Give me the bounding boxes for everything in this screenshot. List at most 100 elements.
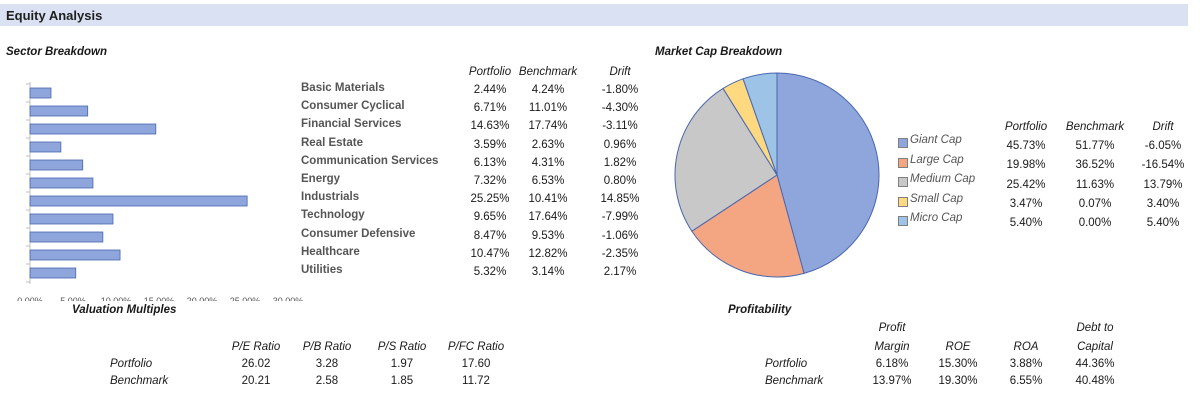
sector-row-label: Consumer Defensive	[301, 227, 416, 240]
market-cap-pie-chart	[674, 72, 880, 278]
market-cap-drift-value: -16.54%	[1141, 159, 1185, 172]
sector-row-label: Financial Services	[301, 118, 402, 131]
valuation-title: Valuation Multiples	[72, 304, 177, 316]
sector-portfolio-value: 25.25%	[470, 193, 510, 206]
sector-portfolio-value: 6.13%	[473, 156, 507, 169]
sector-portfolio-value: 10.47%	[470, 247, 510, 260]
x-tick-label: 15.00%	[144, 296, 175, 301]
profitability-value: 15.30%	[938, 358, 978, 370]
profitability-row-label: Benchmark	[765, 375, 824, 387]
valuation-col-header: P/FC Ratio	[447, 341, 505, 353]
sector-portfolio-value: 8.47%	[473, 229, 507, 242]
bar	[29, 213, 114, 225]
sector-drift-value: 1.82%	[603, 156, 637, 169]
profitability-col-header: Margin	[874, 341, 910, 353]
market-cap-drift-value: -6.05%	[1144, 140, 1182, 152]
market-cap-drift-value: 5.40%	[1146, 217, 1180, 230]
profitability-value: 6.55%	[1009, 375, 1043, 387]
bar	[29, 141, 62, 153]
pie-slice	[691, 174, 805, 278]
bar	[29, 177, 94, 189]
sector-col-header: Portfolio	[468, 66, 512, 78]
valuation-col-header: P/S Ratio	[377, 341, 427, 353]
profitability-col-header: Debt to	[1076, 322, 1114, 334]
sector-drift-value: 0.96%	[603, 138, 637, 151]
valuation-row-label: Portfolio	[110, 358, 153, 370]
sector-row-label: Consumer Cyclical	[301, 100, 405, 113]
market-cap-portfolio-value: 25.42%	[1006, 178, 1046, 191]
valuation-value: 1.85	[390, 375, 414, 387]
x-tick-label: 30.00%	[273, 296, 304, 301]
sector-drift-value: 0.80%	[603, 175, 637, 187]
profitability-value: 44.36%	[1075, 358, 1115, 370]
sector-row-label: Healthcare	[301, 245, 360, 258]
valuation-value: 17.60	[461, 358, 491, 370]
legend-swatch	[898, 216, 908, 226]
profitability-col-header: Profit	[878, 322, 906, 334]
sector-benchmark-value: 4.31%	[531, 156, 565, 169]
bar	[29, 267, 77, 279]
sector-title: Sector Breakdown	[6, 46, 107, 58]
x-tick-label: 10.00%	[101, 296, 132, 301]
sector-portfolio-value: 3.59%	[473, 138, 507, 151]
sector-drift-value: -1.80%	[601, 84, 639, 96]
sector-benchmark-value: 4.24%	[531, 84, 565, 96]
legend-label: Large Cap	[910, 153, 964, 166]
sector-benchmark-value: 2.63%	[531, 138, 565, 151]
sector-portfolio-value: 2.44%	[473, 84, 507, 96]
sector-benchmark-value: 10.41%	[528, 193, 568, 206]
market-cap-portfolio-value: 3.47%	[1009, 197, 1043, 210]
sector-benchmark-value: 3.14%	[531, 266, 565, 278]
bar	[29, 87, 52, 99]
bar	[29, 195, 248, 207]
page-title: Equity Analysis	[6, 8, 103, 23]
market-cap-benchmark-value: 0.07%	[1078, 197, 1112, 210]
market-cap-title: Market Cap Breakdown	[655, 46, 783, 58]
profitability-value: 19.30%	[938, 375, 978, 387]
sector-drift-value: -3.11%	[602, 120, 638, 133]
sector-benchmark-value: 11.01%	[528, 102, 568, 115]
sector-bar-chart: 0.00% 5.00% 10.00% 15.00% 20.00% 25.00% 30.00%	[17, 82, 304, 301]
market-cap-col-header: Benchmark	[1065, 121, 1125, 133]
market-cap-benchmark-value: 11.63%	[1075, 178, 1115, 191]
profitability-col-header: Capital	[1077, 341, 1113, 353]
valuation-value: 1.97	[390, 358, 414, 370]
bar	[29, 231, 104, 243]
profitability-title: Profitability	[728, 304, 792, 316]
profitability-col-header: ROA	[1013, 341, 1039, 353]
sector-drift-value: -7.99%	[601, 211, 639, 224]
sector-row-label: Real Estate	[301, 136, 364, 149]
sector-benchmark-value: 6.53%	[531, 175, 565, 187]
valuation-value: 20.21	[241, 375, 271, 387]
sector-drift-value: 2.17%	[603, 266, 637, 278]
sector-row-label: Energy	[301, 173, 340, 185]
legend-swatch	[898, 157, 908, 168]
x-tick-label: 0.00%	[17, 296, 43, 301]
pie-slice	[776, 72, 880, 274]
sector-benchmark-value: 12.82%	[528, 247, 568, 260]
sector-portfolio-value: 7.32%	[473, 175, 507, 187]
bar	[29, 123, 157, 135]
market-cap-benchmark-value: 51.77%	[1075, 140, 1115, 152]
sector-col-header: Benchmark	[518, 66, 578, 78]
valuation-value: 2.58	[315, 375, 339, 387]
bar	[29, 249, 121, 261]
sector-drift-value: -1.06%	[601, 229, 639, 242]
market-cap-benchmark-value: 0.00%	[1078, 217, 1112, 230]
profitability-value: 40.48%	[1075, 375, 1115, 387]
profitability-col-header: ROE	[945, 341, 971, 353]
x-tick-label: 25.00%	[230, 296, 261, 301]
profitability-row-label: Portfolio	[765, 358, 808, 370]
valuation-col-header: P/E Ratio	[231, 341, 281, 353]
market-cap-col-header: Drift	[1152, 121, 1174, 133]
profitability-value: 13.97%	[872, 375, 912, 387]
legend-swatch	[898, 177, 908, 187]
market-cap-benchmark-value: 36.52%	[1075, 159, 1115, 172]
profitability-value: 3.88%	[1009, 358, 1043, 370]
valuation-row-label: Benchmark	[110, 375, 169, 387]
legend-label: Micro Cap	[910, 212, 963, 224]
legend-label: Small Cap	[910, 192, 964, 205]
sector-portfolio-value: 14.63%	[470, 120, 510, 133]
sector-row-label: Technology	[301, 209, 365, 222]
valuation-value: 11.72	[462, 375, 490, 387]
